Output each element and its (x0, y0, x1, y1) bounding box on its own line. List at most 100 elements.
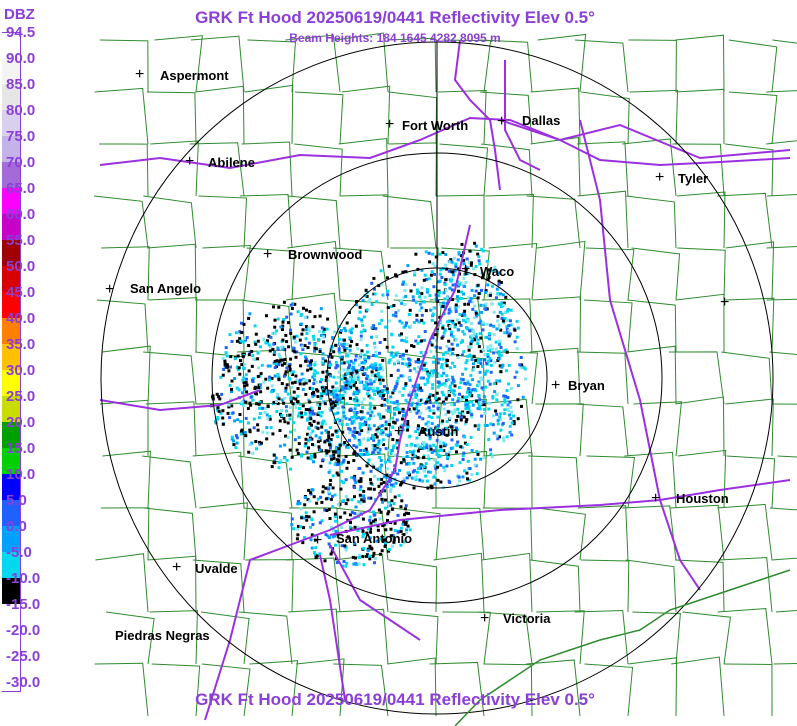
echo-pixel (387, 549, 390, 553)
echo-pixel (376, 477, 380, 481)
echo-pixel (357, 363, 361, 367)
echo-pixel (223, 361, 227, 365)
echo-pixel (449, 258, 453, 262)
echo-pixel (284, 434, 288, 438)
echo-pixel (342, 408, 345, 412)
echo-pixel (484, 291, 488, 294)
echo-pixel (401, 393, 405, 397)
echo-pixel (372, 380, 376, 384)
echo-pixel (346, 360, 350, 364)
echo-pixel (344, 386, 348, 390)
echo-pixel (477, 345, 481, 349)
echo-pixel (444, 288, 448, 292)
echo-pixel (235, 365, 239, 369)
echo-pixel (337, 349, 341, 353)
echo-pixel (463, 396, 467, 400)
echo-pixel (496, 437, 500, 441)
echo-pixel (266, 386, 270, 390)
echo-pixel (311, 325, 315, 329)
echo-pixel (360, 423, 364, 427)
echo-pixel (422, 278, 426, 282)
echo-pixel (334, 343, 338, 347)
echo-pixel (497, 326, 501, 330)
echo-pixel (308, 433, 312, 437)
echo-pixel (466, 327, 470, 331)
echo-pixel (431, 393, 435, 397)
echo-pixel (413, 283, 416, 287)
legend-swatch (2, 370, 21, 396)
county-line (631, 247, 681, 301)
echo-pixel (219, 375, 223, 379)
echo-pixel (331, 389, 335, 393)
echo-pixel (303, 355, 307, 359)
echo-pixel (462, 451, 466, 455)
echo-pixel (489, 363, 493, 367)
echo-pixel (385, 473, 389, 477)
echo-pixel (399, 425, 403, 429)
echo-pixel (343, 441, 347, 444)
county-line (336, 453, 389, 509)
echo-pixel (439, 463, 443, 467)
echo-pixel (385, 345, 389, 349)
echo-pixel (367, 394, 371, 398)
echo-pixel (479, 457, 483, 461)
echo-pixel (432, 449, 436, 453)
echo-pixel (384, 447, 388, 451)
echo-pixel (382, 538, 386, 542)
echo-pixel (329, 478, 333, 482)
county-line (481, 552, 533, 613)
echo-pixel (414, 339, 418, 343)
echo-pixel (432, 475, 436, 479)
echo-pixel (442, 407, 446, 411)
echo-pixel (472, 333, 476, 336)
echo-pixel (362, 437, 366, 441)
echo-pixel (438, 429, 442, 433)
city-marker: + (105, 281, 115, 298)
echo-pixel (269, 345, 273, 349)
echo-pixel (441, 251, 445, 255)
echo-pixel (474, 359, 478, 362)
echo-pixel (348, 369, 352, 372)
echo-pixel (458, 411, 461, 415)
echo-pixel (465, 398, 468, 402)
echo-pixel (401, 407, 405, 411)
echo-pixel (284, 370, 288, 374)
echo-pixel (365, 374, 369, 378)
echo-pixel (294, 374, 298, 378)
echo-pixel (499, 346, 503, 349)
city-label: Uvalde (195, 561, 238, 576)
echo-pixel (445, 364, 449, 368)
echo-pixel (454, 303, 458, 307)
echo-pixel (342, 412, 345, 416)
echo-pixel (459, 340, 463, 344)
echo-pixel (434, 321, 438, 325)
echo-pixel (241, 355, 245, 359)
echo-pixel (498, 364, 502, 368)
echo-pixel (456, 299, 460, 303)
echo-pixel (384, 433, 388, 437)
echo-pixel (519, 366, 523, 370)
echo-pixel (374, 377, 378, 381)
echo-pixel (429, 470, 432, 474)
echo-pixel (364, 288, 368, 292)
echo-pixel (346, 377, 350, 381)
echo-pixel (365, 418, 369, 422)
echo-pixel (489, 452, 493, 456)
echo-pixel (449, 388, 453, 392)
echo-pixel (392, 444, 396, 448)
echo-pixel (495, 412, 499, 416)
echo-pixel (242, 399, 246, 403)
legend-swatch (2, 578, 21, 604)
echo-pixel (352, 392, 356, 396)
echo-pixel (357, 556, 361, 560)
echo-pixel (327, 490, 330, 494)
echo-pixel (367, 417, 371, 421)
legend-label: 10.0 (6, 466, 36, 483)
echo-pixel (404, 384, 408, 387)
county-line (286, 292, 341, 353)
echo-pixel (376, 443, 380, 447)
county-line (629, 89, 679, 145)
echo-pixel (378, 456, 382, 459)
county-line (536, 240, 586, 301)
echo-pixel (335, 396, 339, 400)
